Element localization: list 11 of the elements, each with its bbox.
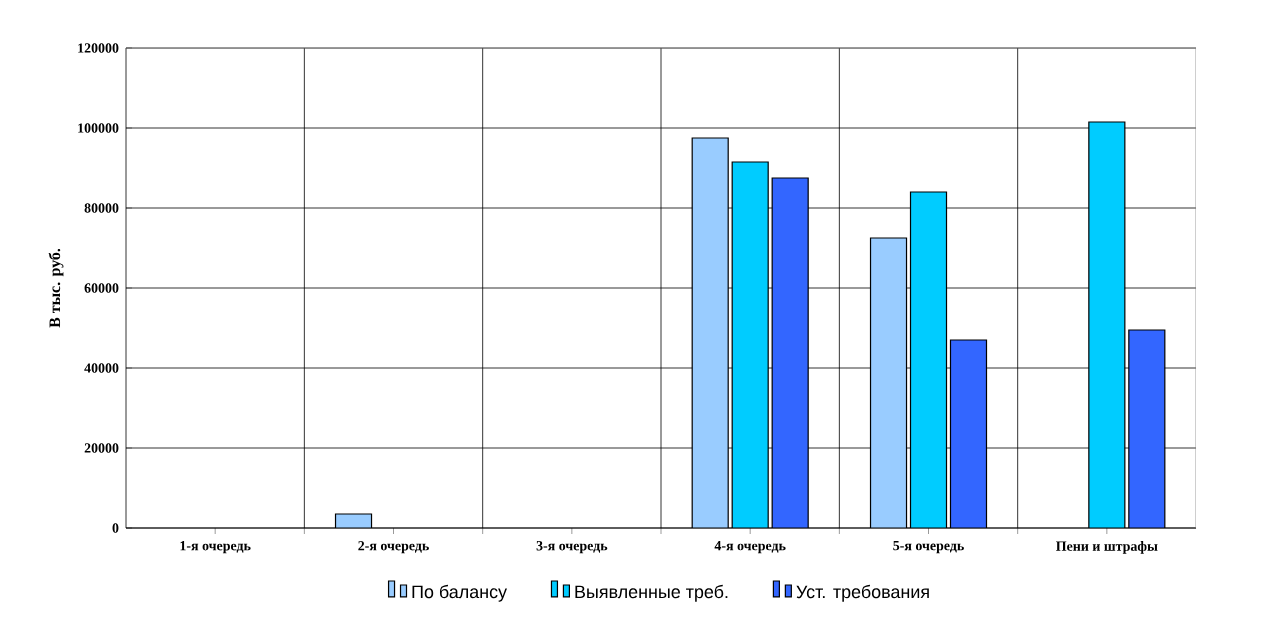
bar xyxy=(1128,329,1166,528)
legend-label: Выявленные треб. xyxy=(575,584,728,602)
bar xyxy=(909,191,948,528)
bar xyxy=(691,137,729,528)
bar xyxy=(731,161,769,528)
bar xyxy=(949,339,988,528)
bar xyxy=(771,177,809,528)
legend-label: По балансу xyxy=(412,584,507,602)
bar xyxy=(869,237,908,528)
legend-label: Уст. требования xyxy=(796,584,929,602)
bar xyxy=(1088,121,1126,528)
